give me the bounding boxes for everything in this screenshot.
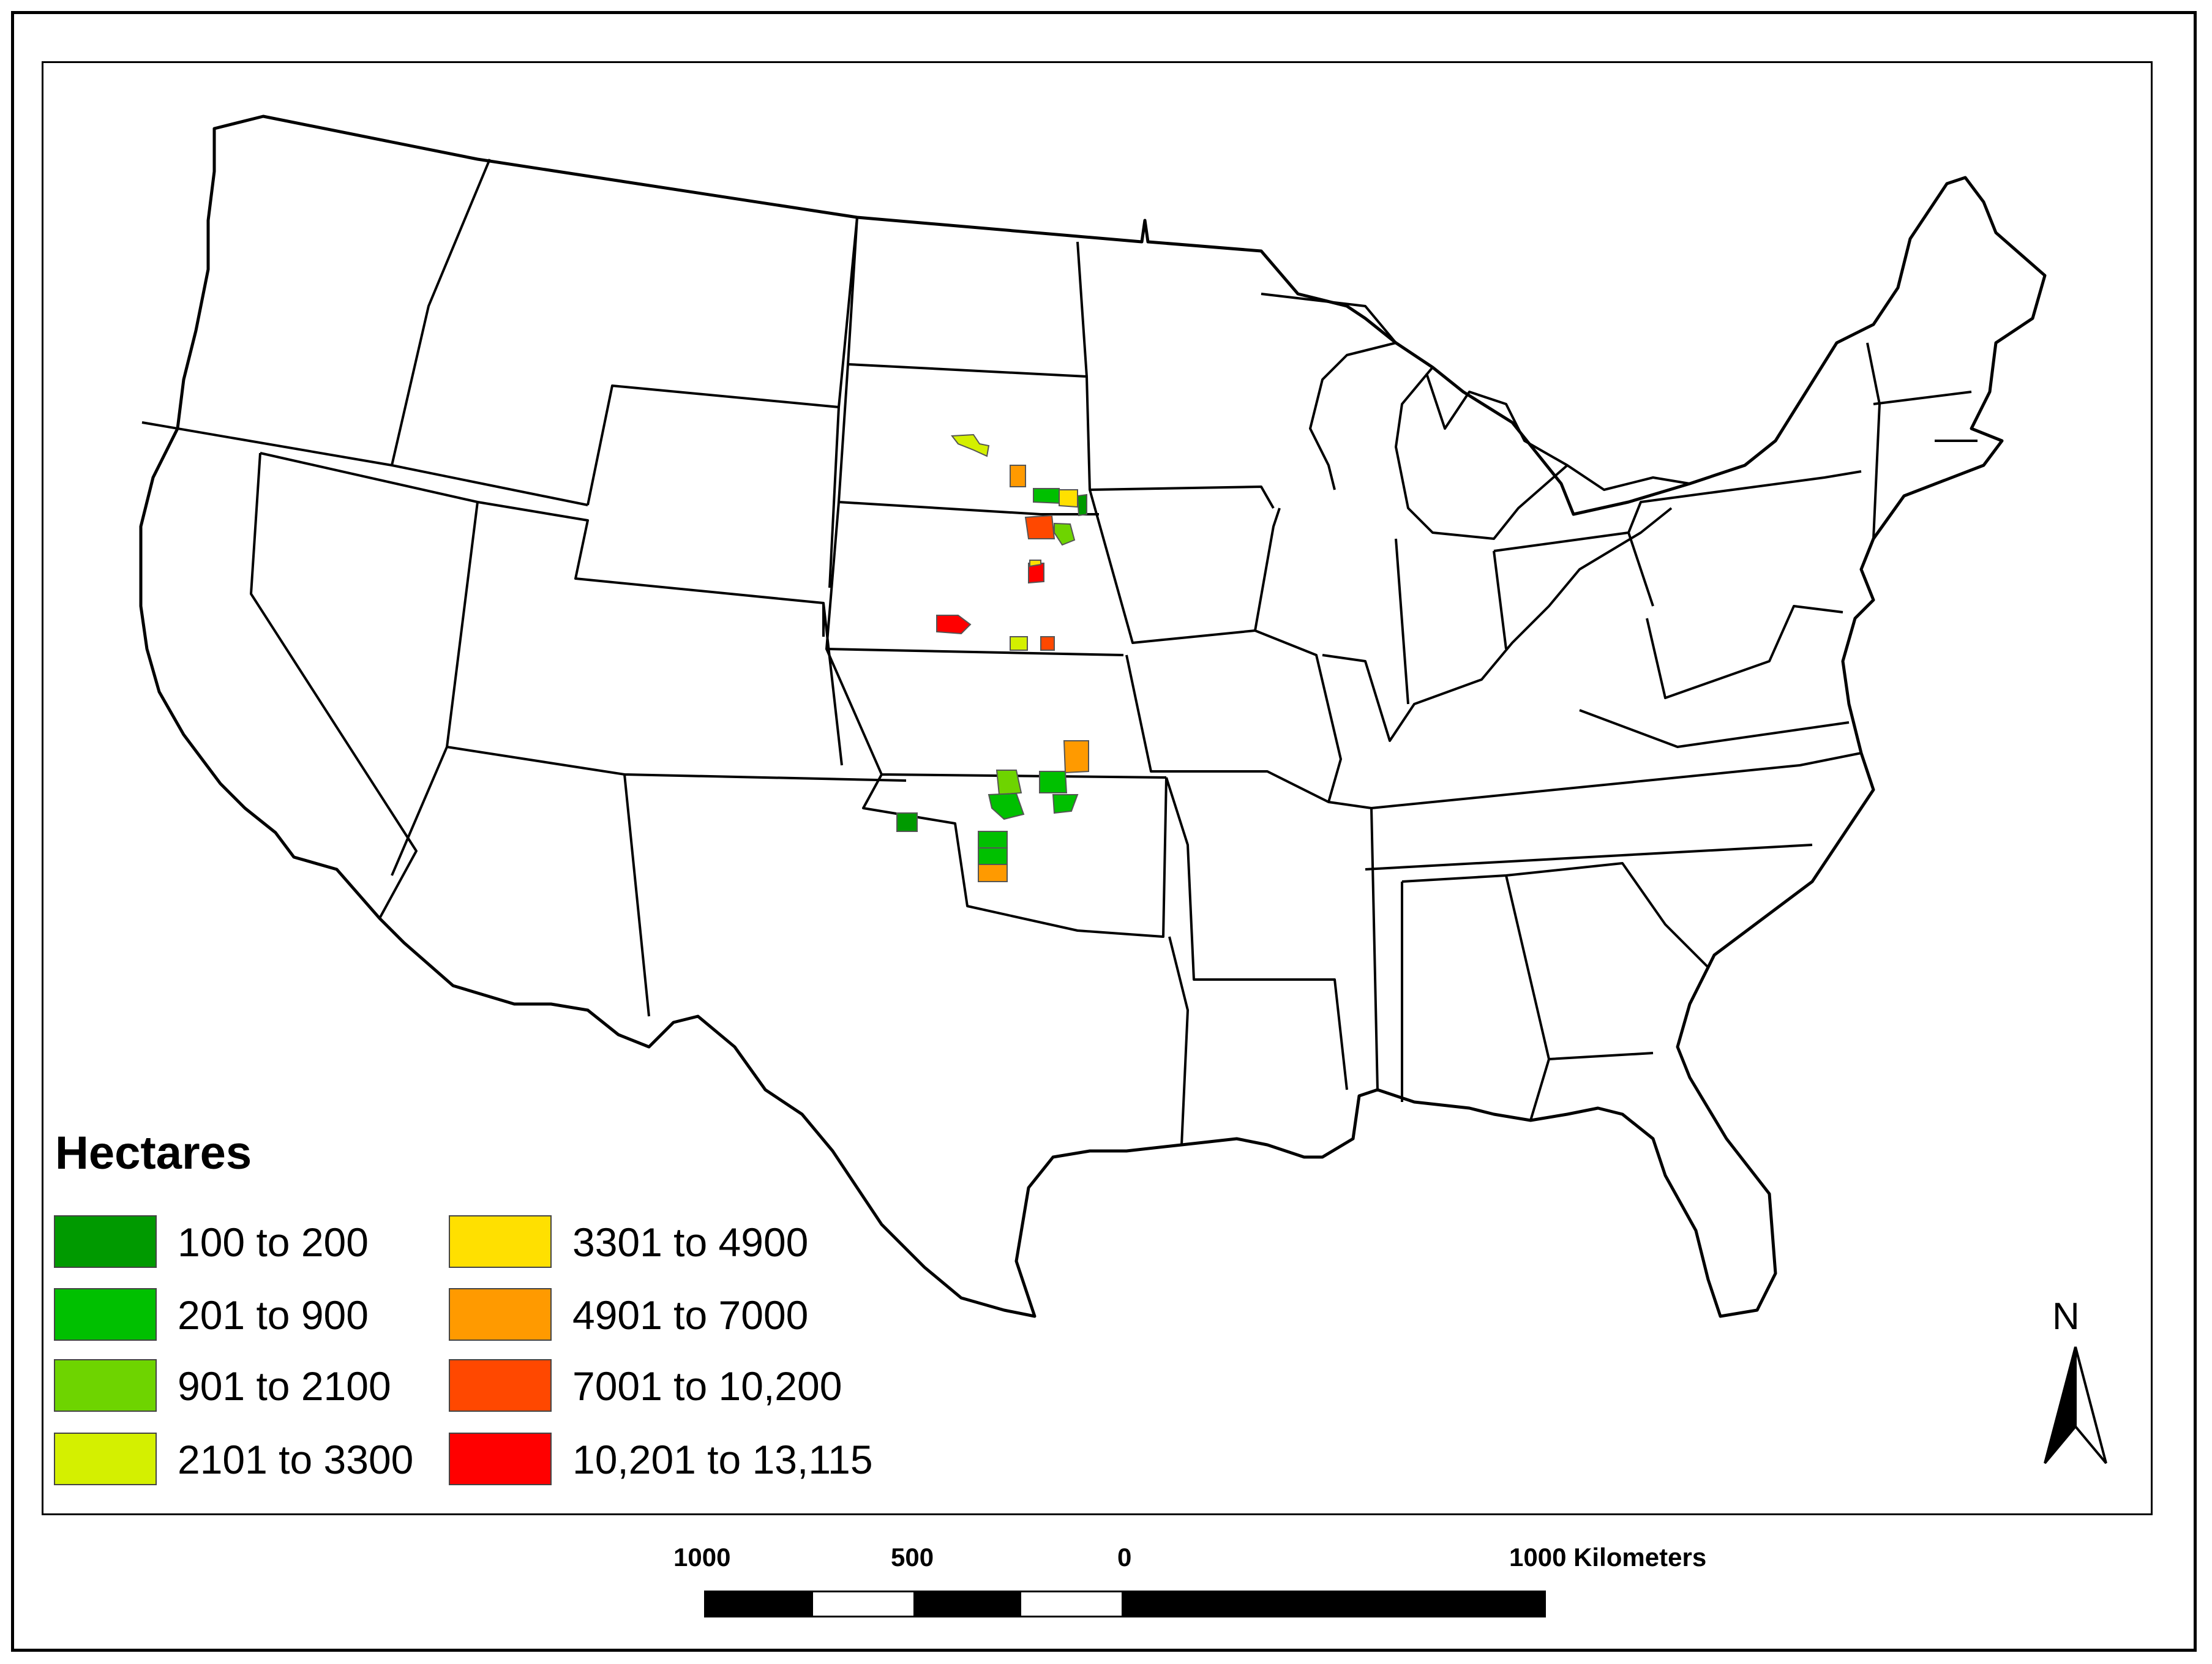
legend-label: 4901 to 7000 <box>572 1292 809 1338</box>
site-marker <box>1029 560 1041 568</box>
great-lakes <box>1261 293 1690 540</box>
legend-swatch <box>449 1288 552 1341</box>
scale-label: 1000 <box>673 1543 731 1572</box>
site-marker <box>995 770 1022 796</box>
scale-segment <box>1123 1591 1546 1617</box>
site-marker <box>978 831 1008 849</box>
legend-item: 901 to 2100 <box>54 1359 482 1415</box>
legend-swatch <box>449 1433 552 1485</box>
site-marker <box>1024 514 1055 539</box>
site-marker <box>1076 493 1087 517</box>
scale-segment <box>811 1591 915 1617</box>
state-boundaries-plains <box>825 217 1379 1145</box>
north-arrow-icon <box>2044 1346 2107 1464</box>
site-markers-layer <box>896 433 1089 882</box>
legend-item: 10,201 to 13,115 <box>449 1433 877 1489</box>
legend-swatch <box>449 1215 552 1268</box>
figure-border <box>11 11 2197 1652</box>
legend-label: 2101 to 3300 <box>178 1437 414 1482</box>
legend-label: 10,201 to 13,115 <box>572 1437 873 1482</box>
site-marker <box>1010 465 1026 487</box>
us-outline <box>139 114 2047 1318</box>
legend-swatch <box>54 1215 157 1268</box>
site-marker <box>936 615 972 635</box>
site-marker <box>1010 636 1028 651</box>
scale-label: 1000 Kilometers <box>1509 1543 1707 1572</box>
scale-label: 0 <box>1117 1543 1132 1572</box>
site-marker <box>1052 794 1079 814</box>
site-marker <box>978 847 1008 865</box>
scale-segment <box>704 1591 811 1617</box>
site-marker <box>896 812 918 832</box>
legend-swatch <box>54 1288 157 1341</box>
site-marker <box>1054 522 1076 546</box>
legend-item: 201 to 900 <box>54 1288 482 1344</box>
site-marker <box>988 792 1025 820</box>
legend-label: 100 to 200 <box>178 1220 369 1265</box>
site-marker <box>1063 740 1089 774</box>
site-marker <box>1033 488 1062 504</box>
legend-swatch <box>54 1433 157 1485</box>
legend-label: 7001 to 10,200 <box>572 1363 842 1409</box>
scale-label: 500 <box>891 1543 934 1572</box>
state-boundaries-west <box>141 159 907 1017</box>
state-boundaries-east <box>1254 342 1978 1121</box>
legend-label: 3301 to 4900 <box>572 1220 809 1265</box>
scale-segment <box>1019 1591 1123 1617</box>
legend-swatch <box>54 1359 157 1412</box>
north-label: N <box>2052 1295 2080 1338</box>
legend-title: Hectares <box>55 1127 252 1179</box>
legend-item: 2101 to 3300 <box>54 1433 482 1489</box>
site-marker <box>1039 771 1068 793</box>
scale-segment <box>915 1591 1019 1617</box>
legend-item: 100 to 200 <box>54 1215 482 1272</box>
legend-item: 4901 to 7000 <box>449 1288 877 1344</box>
scale-bar: 1000 500 0 1000 Kilometers <box>673 1543 1706 1635</box>
legend-swatch <box>449 1359 552 1412</box>
site-marker <box>1059 489 1078 508</box>
legend-item: 7001 to 10,200 <box>449 1359 877 1415</box>
legend-label: 901 to 2100 <box>178 1363 391 1409</box>
legend: Hectares 100 to 200 201 to 900 901 to 21… <box>54 1126 923 1494</box>
site-marker <box>951 433 990 457</box>
site-marker <box>1040 636 1055 651</box>
legend-item: 3301 to 4900 <box>449 1215 877 1272</box>
legend-label: 201 to 900 <box>178 1292 369 1338</box>
site-marker <box>978 864 1008 882</box>
